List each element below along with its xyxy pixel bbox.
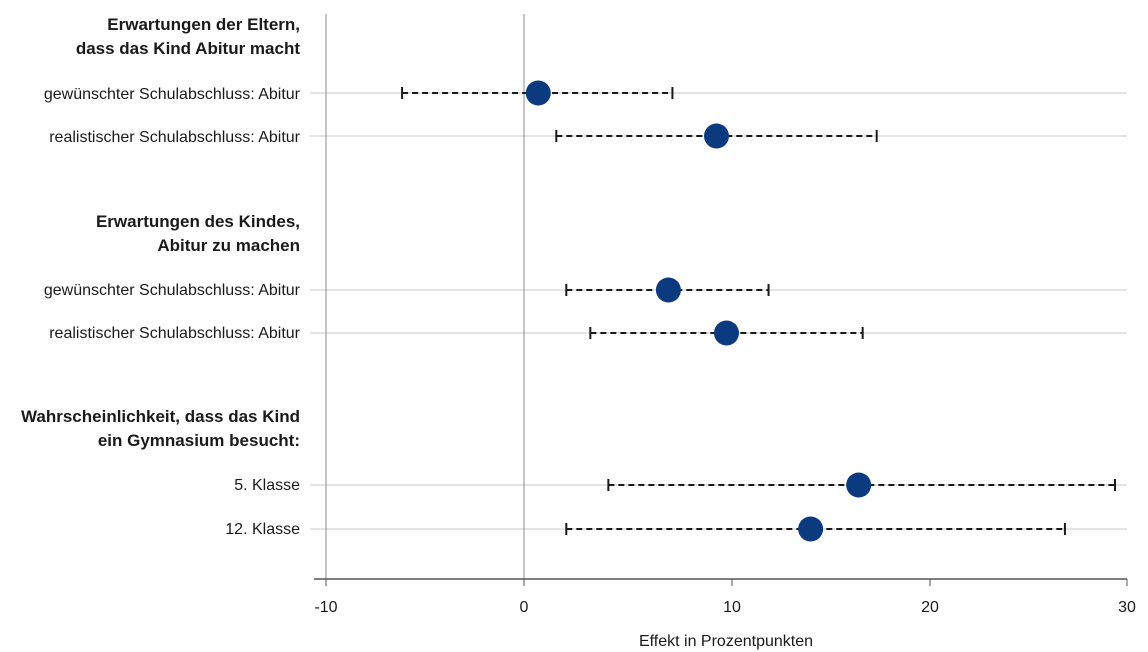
estimate-point-g2-r1 [798,516,824,542]
row-label-parents-realistic: realistischer Schulabschluss: Abitur [49,129,300,146]
x-axis-ticks: -10 0 10 20 30 [314,579,1136,616]
row-label-grade-12: 12. Klasse [225,521,300,538]
group-title-child-line2: Abitur zu machen [157,236,300,255]
x-tick-label: 30 [1118,599,1136,616]
estimate-point-g0-r0 [525,80,551,106]
x-tick-label: 20 [921,599,939,616]
row-label-child-realistic: realistischer Schulabschluss: Abitur [49,325,300,342]
x-tick-label: 10 [723,599,741,616]
data-marks [401,80,1116,542]
row-label-parents-desired: gewünschter Schulabschluss: Abitur [44,86,301,103]
x-tick-label: -10 [314,599,337,616]
x-tick-label: 0 [520,599,529,616]
group-title-parents-line2: dass das Kind Abitur macht [76,39,301,58]
group-title-child-line1: Erwartungen des Kindes, [96,212,300,231]
estimate-point-g1-r0 [655,277,681,303]
group-title-gymnasium-line1: Wahrscheinlichkeit, dass das Kind [21,407,300,426]
x-axis-title: Effekt in Prozentpunkten [639,633,813,650]
row-label-child-desired: gewünschter Schulabschluss: Abitur [44,282,301,299]
estimate-point-g2-r0 [846,472,872,498]
row-label-grade-5: 5. Klasse [234,477,300,494]
group-title-parents-line1: Erwartungen der Eltern, [107,15,300,34]
estimate-point-g1-r1 [714,320,739,346]
estimate-point-g0-r1 [703,123,729,149]
group-title-gymnasium-line2: ein Gymnasium besucht: [98,431,300,450]
